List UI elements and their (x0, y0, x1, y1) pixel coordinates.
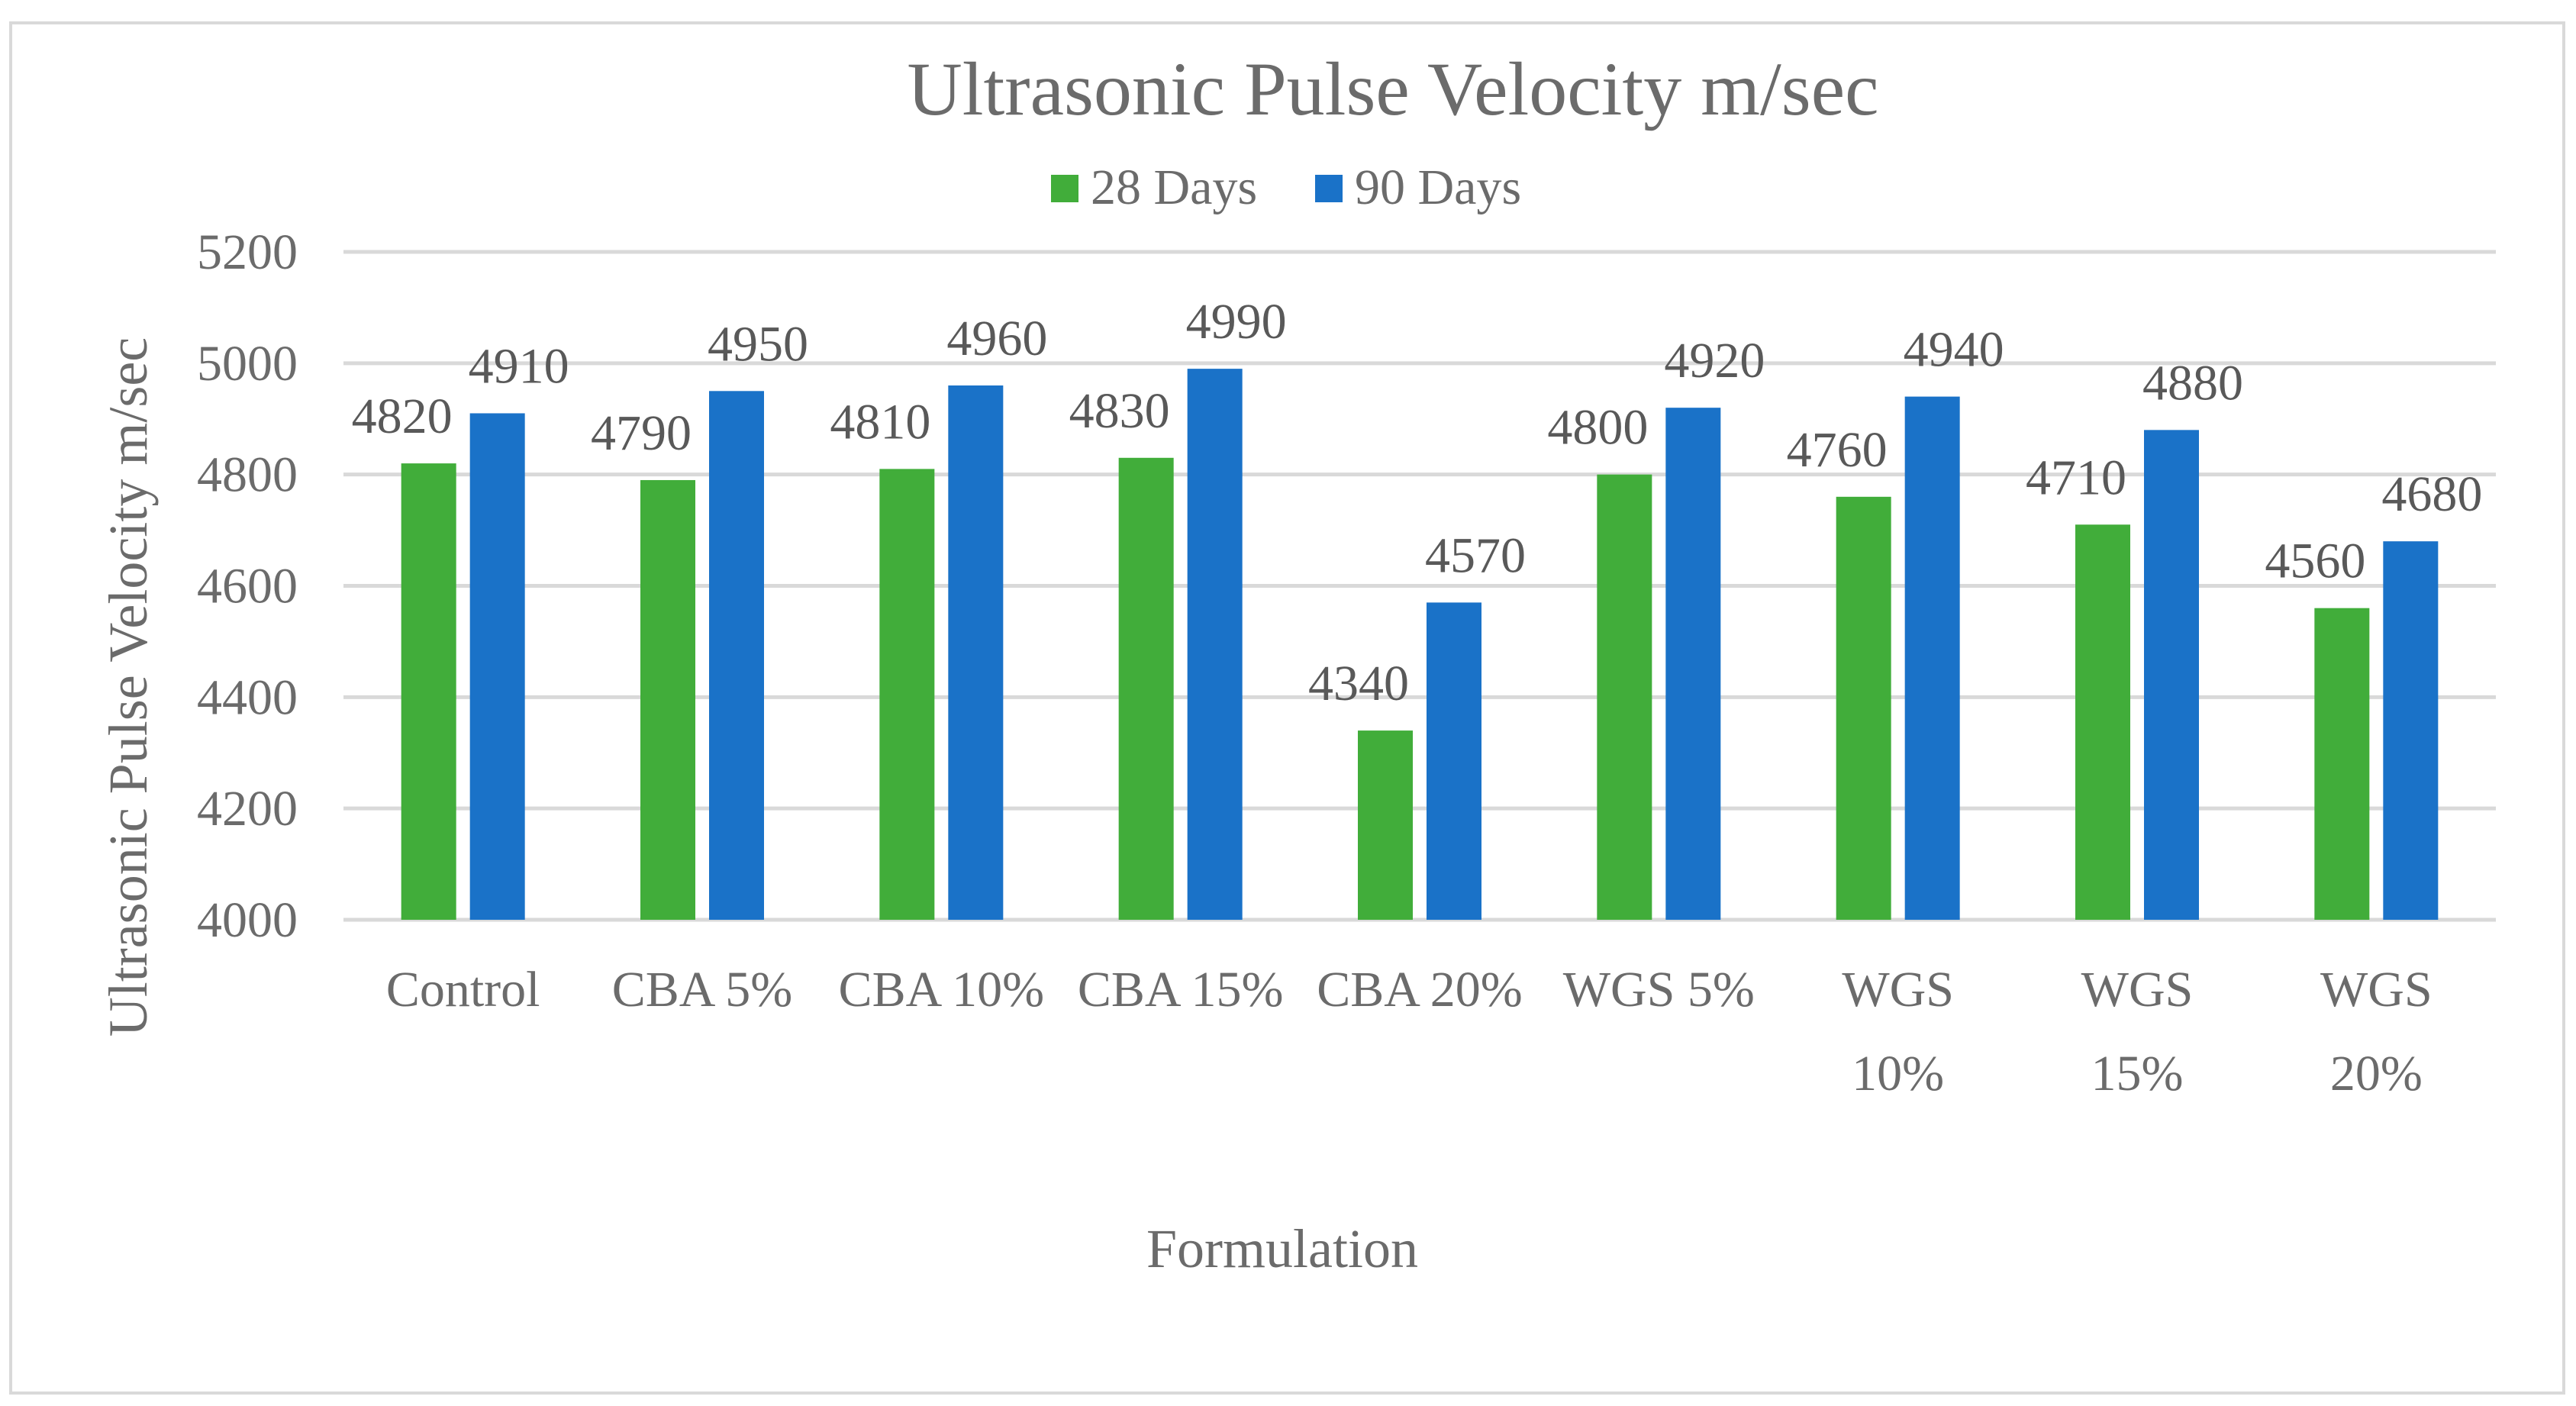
x-tick-label-line: WGS (1842, 962, 1954, 1017)
bar-90-days (469, 413, 525, 920)
data-label: 4570 (1425, 527, 1526, 583)
y-tick-label: 4600 (197, 559, 298, 614)
y-tick-label: 4800 (197, 447, 298, 503)
bar-28-days (1597, 474, 1652, 920)
x-tick-label: WGS 20% (2320, 962, 2433, 1101)
x-tick-label-line: Control (386, 962, 540, 1017)
data-labels: 4820 4910 4790 4950 4810 4960 4830 4990 4340 4570… (352, 294, 2483, 711)
y-tick-label: 4400 (197, 669, 298, 725)
bar-90-days (2383, 541, 2439, 920)
data-label: 4680 (2381, 466, 2482, 522)
y-tick-label: 5200 (197, 224, 298, 280)
bar-28-days (640, 479, 695, 920)
x-tick-label-line: 15% (2091, 1046, 2184, 1101)
chart-title: Ultrasonic Pulse Velocity m/sec (908, 47, 1879, 131)
data-label: 4960 (946, 311, 1047, 366)
x-tick-label-line: WGS 5% (1563, 962, 1755, 1017)
y-axis-title: Ultrasonic Pulse Velocity m/sec (98, 337, 159, 1037)
data-label: 4800 (1547, 400, 1648, 456)
x-tick-label-line: CBA 5% (612, 962, 793, 1017)
data-label: 4790 (591, 405, 692, 461)
y-tick-label: 4200 (197, 781, 298, 837)
x-tick-label: WGS 5% (1563, 962, 1755, 1017)
data-label: 4760 (1787, 422, 1888, 478)
data-label: 4560 (2265, 534, 2365, 589)
bar-28-days (401, 463, 456, 920)
bar-28-days (1358, 730, 1413, 920)
data-label: 4880 (2142, 355, 2243, 411)
x-tick-label-line: CBA 15% (1078, 962, 1284, 1017)
data-label: 4910 (469, 338, 569, 394)
x-tick-label: WGS 15% (2081, 962, 2194, 1101)
bar-90-days (709, 391, 764, 920)
data-label: 4940 (1904, 322, 2004, 378)
x-tick-label-line: WGS (2081, 962, 2194, 1017)
data-label: 4830 (1069, 383, 1170, 439)
data-label: 4950 (708, 316, 808, 372)
y-tick-label: 4000 (197, 892, 298, 948)
data-label: 4990 (1186, 294, 1287, 350)
x-tick-label-line: 20% (2330, 1046, 2423, 1101)
data-label: 4810 (830, 394, 930, 450)
x-tick-label-line: CBA 20% (1317, 962, 1523, 1017)
x-tick-label: CBA 10% (839, 962, 1045, 1017)
legend-label: 28 Days (1091, 160, 1257, 215)
bars (401, 369, 2439, 920)
x-tick-label-line: 10% (1852, 1046, 1944, 1101)
legend-swatch (1051, 175, 1078, 202)
bar-90-days (1187, 369, 1243, 920)
gridlines (343, 250, 2496, 922)
legend: 28 Days 90 Days (1051, 160, 1521, 215)
x-tick-label: CBA 20% (1317, 962, 1523, 1017)
legend-swatch (1315, 175, 1343, 202)
bar-28-days (1836, 496, 1891, 920)
bar-90-days (1904, 396, 1960, 920)
bar-28-days (2314, 608, 2370, 920)
data-label: 4920 (1664, 333, 1765, 389)
x-tick-label-line: CBA 10% (839, 962, 1045, 1017)
data-label: 4820 (352, 389, 453, 444)
legend-label: 90 Days (1355, 160, 1521, 215)
x-tick-label: CBA 5% (612, 962, 793, 1017)
bar-28-days (2075, 524, 2130, 920)
data-label: 4710 (2026, 450, 2126, 505)
bar-90-days (1427, 602, 1481, 920)
bar-90-days (1665, 408, 1721, 920)
x-tick-label-line: WGS (2320, 962, 2433, 1017)
axis-ticks: 4000 4200 4400 4600 4800 5000 5200 Control CBA 5… (197, 224, 2433, 1101)
x-tick-label: WGS 10% (1842, 962, 1954, 1101)
y-tick-label: 5000 (197, 336, 298, 392)
data-label: 4340 (1308, 656, 1409, 711)
bar-28-days (879, 469, 935, 920)
x-axis-title: Formulation (1146, 1218, 1418, 1279)
bar-90-days (948, 385, 1004, 920)
bar-90-days (2144, 430, 2199, 920)
x-tick-label: CBA 15% (1078, 962, 1284, 1017)
bar-28-days (1118, 457, 1174, 920)
x-tick-label: Control (386, 962, 540, 1017)
